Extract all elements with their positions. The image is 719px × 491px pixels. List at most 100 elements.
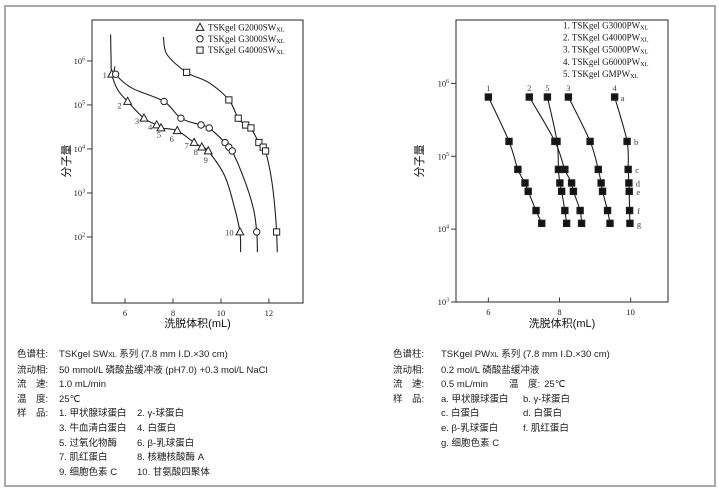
square-marker bbox=[598, 187, 607, 196]
flow-value: 0.5 mL/min bbox=[441, 379, 488, 391]
temp-line: 温 度: 25℃ bbox=[17, 393, 377, 408]
y-axis-title: 分子量 bbox=[60, 145, 73, 178]
circle-marker bbox=[160, 97, 168, 106]
triangle-marker bbox=[156, 122, 166, 132]
point-label-5: 5 bbox=[545, 83, 549, 93]
column-value: TSKgel PWXL 系列 (7.8 mm I.D.×30 cm) bbox=[441, 349, 610, 360]
point-label-6: 6 bbox=[170, 134, 174, 144]
point-label-9: 9 bbox=[204, 155, 208, 165]
square-marker bbox=[623, 137, 631, 146]
legend-label: 4. TSKgel G6000PWXL bbox=[563, 57, 649, 68]
square-marker bbox=[576, 206, 584, 215]
square-marker bbox=[557, 187, 566, 196]
y-tick-label: 103 bbox=[438, 297, 450, 307]
square-marker bbox=[525, 93, 533, 101]
plot-frame bbox=[455, 19, 669, 303]
y-tick-label: 103 bbox=[74, 188, 86, 198]
square-marker bbox=[261, 147, 270, 155]
samples-list: a. 甲状腺球蛋白 b. γ-球蛋白 c. 白蛋白 d. 白蛋白 e. β-乳球… bbox=[441, 393, 708, 451]
triangle-marker bbox=[172, 125, 183, 135]
eluent-value: 50 mmol/L 磷酸盐缓冲液 (pH7.0) +0.3 mol/L NaCl bbox=[59, 364, 268, 376]
flow-label: 流 速: bbox=[393, 379, 425, 391]
sample-item: 9. 细胞色素 C bbox=[59, 466, 118, 478]
sample-item: e. β-乳球蛋白 bbox=[441, 422, 499, 434]
square-marker bbox=[577, 219, 586, 228]
square-marker bbox=[556, 179, 564, 187]
square-marker bbox=[562, 219, 571, 228]
triangle-marker bbox=[139, 112, 149, 122]
square-marker bbox=[521, 179, 529, 187]
point-label-3: 3 bbox=[135, 116, 139, 126]
samples-list: 1. 甲状腺球蛋白 2. γ-球蛋白 3. 牛血清白蛋白 4. 白蛋白 5. 过… bbox=[59, 407, 377, 480]
sample-row: e. β-乳球蛋白 f. 肌红蛋白 bbox=[441, 422, 708, 437]
temp-value: 25℃ bbox=[59, 393, 81, 405]
triangle-marker bbox=[122, 96, 133, 105]
x-tick-label: 12 bbox=[265, 308, 274, 318]
square-marker bbox=[624, 165, 632, 174]
square-marker bbox=[234, 114, 242, 122]
circle-marker bbox=[228, 147, 236, 155]
sample-row: g. 细胞色素 C bbox=[441, 437, 708, 452]
sample-item: 5. 过氧化物酶 bbox=[59, 437, 118, 449]
point-label-7: 7 bbox=[184, 141, 188, 151]
series-curve-g3000pwxl bbox=[487, 96, 543, 224]
eluent-label: 流动相: bbox=[17, 364, 49, 376]
plot-frame bbox=[91, 19, 304, 304]
square-marker bbox=[610, 93, 619, 101]
point-label-f: f bbox=[637, 206, 640, 216]
legend-label: TSKgel G2000SWXL bbox=[208, 23, 285, 34]
point-label-8: 8 bbox=[194, 147, 198, 157]
flow-label: 流 速: bbox=[17, 379, 49, 391]
sample-item: 7. 肌红蛋白 bbox=[59, 452, 108, 464]
series-curve-g4000pwxl bbox=[528, 96, 583, 224]
square-marker bbox=[553, 137, 561, 146]
x-axis-title: 洗脱体积(mL) bbox=[529, 316, 596, 330]
circle-legend-icon bbox=[196, 35, 204, 43]
legend-label: 1. TSKgel G3000PWXL bbox=[563, 21, 649, 32]
point-label-1: 1 bbox=[486, 83, 490, 93]
legend-label: TSKgel G3000SWXL bbox=[208, 34, 285, 45]
point-label-c: c bbox=[635, 165, 639, 175]
sample-item: f. 肌红蛋白 bbox=[523, 422, 569, 434]
circle-marker bbox=[197, 121, 205, 129]
series-markers-g3000pwxl bbox=[484, 93, 546, 228]
x-tick-label: 6 bbox=[123, 308, 127, 318]
square-legend-icon bbox=[196, 46, 204, 54]
triangle-marker bbox=[189, 137, 199, 146]
circle-marker bbox=[221, 138, 229, 147]
square-marker bbox=[569, 187, 578, 196]
square-marker bbox=[586, 137, 594, 146]
square-marker bbox=[524, 187, 532, 196]
sample-item: 1. 甲状腺球蛋白 bbox=[59, 408, 127, 420]
series-markers-g6000pwxl bbox=[610, 93, 634, 228]
triangle-marker bbox=[151, 119, 162, 129]
point-label-3: 3 bbox=[566, 83, 570, 93]
samples-label: 样 品: bbox=[393, 393, 425, 405]
sample-item: 8. 核糖核酸酶 A bbox=[137, 452, 205, 464]
series-markers-g4000swxl bbox=[183, 68, 281, 236]
square-marker bbox=[247, 124, 255, 132]
triangle-marker bbox=[197, 141, 207, 151]
sample-item: c. 白蛋白 bbox=[441, 408, 480, 420]
y-tick-label: 106 bbox=[438, 78, 450, 88]
series-markers-g2000swxl bbox=[107, 68, 245, 236]
sample-item: d. 白蛋白 bbox=[523, 408, 563, 420]
flow-value: 1.0 mL/min bbox=[59, 379, 106, 391]
series-curve-g3000swxl bbox=[113, 66, 258, 253]
sample-item: 6. β-乳球蛋白 bbox=[137, 437, 195, 449]
square-marker bbox=[225, 96, 233, 104]
x-tick-label: 8 bbox=[557, 307, 561, 317]
sample-item: 2. γ-球蛋白 bbox=[137, 408, 184, 420]
series-markers-gmpwxl bbox=[543, 93, 571, 228]
square-marker bbox=[183, 68, 191, 76]
sample-item: b. γ-球蛋白 bbox=[523, 393, 570, 405]
samples-line: 样 品: a. 甲状腺球蛋白 b. γ-球蛋白 c. 白蛋白 d. 白蛋白 e.… bbox=[393, 393, 708, 451]
samples-label: 样 品: bbox=[17, 408, 49, 420]
sample-item: a. 甲状腺球蛋白 bbox=[441, 393, 509, 405]
point-label-a: a bbox=[621, 93, 625, 103]
square-marker bbox=[484, 93, 493, 101]
legend-label: 3. TSKgel G5000PWXL bbox=[563, 45, 649, 56]
